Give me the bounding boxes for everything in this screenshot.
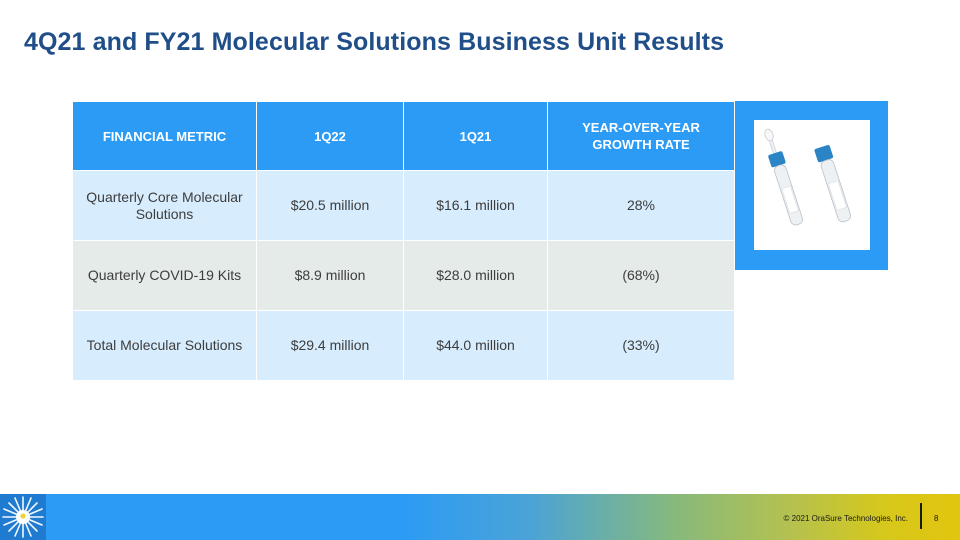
metric-cell: Total Molecular Solutions [72,310,257,381]
header-1q21: 1Q21 [403,101,548,171]
product-image [754,120,870,250]
growth-cell: 28% [547,170,735,241]
value-1q22-cell: $20.5 million [256,170,404,241]
table-row: Total Molecular Solutions $29.4 million … [72,310,735,381]
company-logo [0,494,46,540]
header-yoy-growth: YEAR-OVER-YEAR GROWTH RATE [547,101,735,171]
value-1q22-cell: $8.9 million [256,240,404,311]
header-1q22: 1Q22 [256,101,404,171]
table-row: Quarterly COVID-19 Kits $8.9 million $28… [72,240,735,311]
metric-cell: Quarterly COVID-19 Kits [72,240,257,311]
table-header-row: FINANCIAL METRIC 1Q22 1Q21 YEAR-OVER-YEA… [72,101,735,171]
sunburst-logo-icon [2,496,44,538]
sample-collection-tubes-icon [764,128,852,226]
metric-cell: Quarterly Core Molecular Solutions [72,170,257,241]
footer-bar: © 2021 OraSure Technologies, Inc. 8 [0,494,960,540]
header-financial-metric: FINANCIAL METRIC [72,101,257,171]
value-1q22-cell: $29.4 million [256,310,404,381]
table-row: Quarterly Core Molecular Solutions $20.5… [72,170,735,241]
value-1q21-cell: $16.1 million [403,170,548,241]
copyright-text: © 2021 OraSure Technologies, Inc. [783,514,909,523]
results-table: FINANCIAL METRIC 1Q22 1Q21 YEAR-OVER-YEA… [72,101,735,381]
growth-cell: (68%) [547,240,735,311]
footer-divider [920,503,922,529]
product-image-frame [735,101,888,270]
growth-cell: (33%) [547,310,735,381]
page-title: 4Q21 and FY21 Molecular Solutions Busine… [24,28,725,56]
value-1q21-cell: $44.0 million [403,310,548,381]
value-1q21-cell: $28.0 million [403,240,548,311]
page-number: 8 [934,514,939,523]
